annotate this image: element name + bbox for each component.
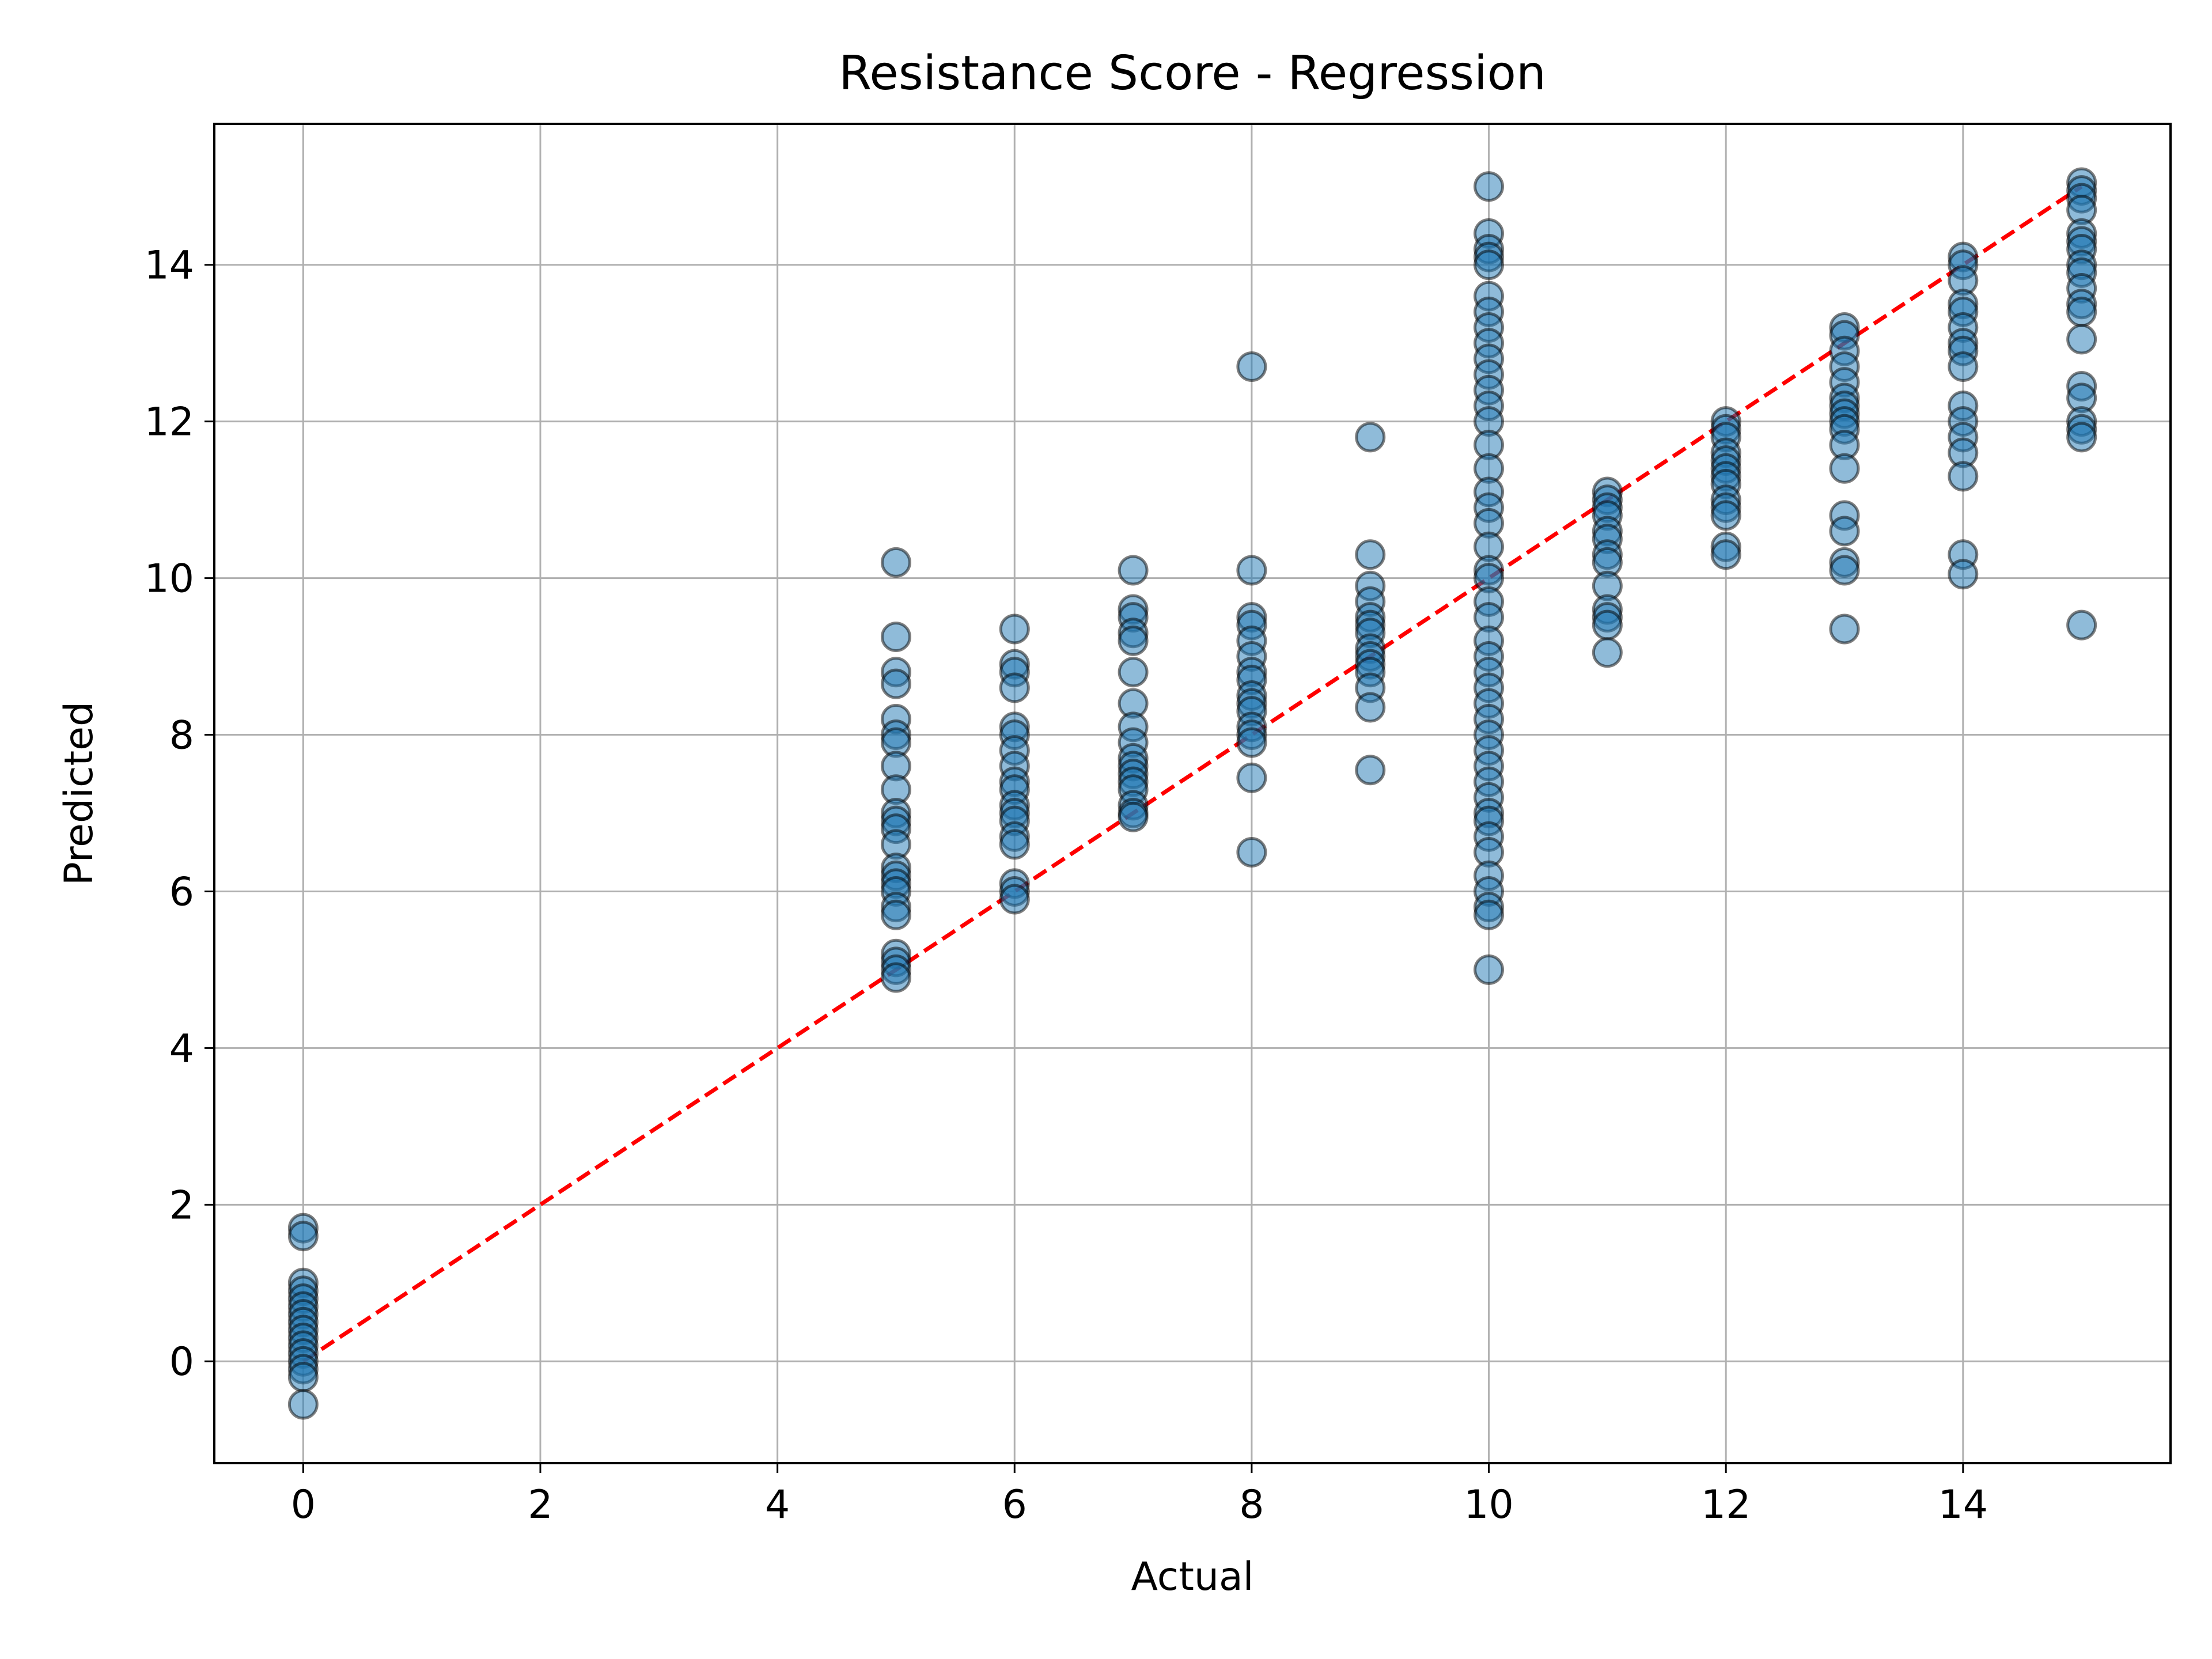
scatter-point (1948, 461, 1979, 492)
x-axis-label: Actual (1131, 1554, 1253, 1600)
y-tick-label: 4 (169, 1026, 194, 1071)
scatter-point (1355, 755, 1386, 786)
x-tick-label: 6 (1002, 1482, 1027, 1528)
scatter-point (1118, 625, 1149, 656)
y-tick-label: 12 (144, 400, 194, 445)
scatter-point (2066, 422, 2097, 453)
scatter-point (2066, 296, 2097, 327)
scatter-point (287, 1361, 319, 1392)
scatter-point (1355, 539, 1386, 570)
scatter-point (880, 547, 911, 578)
x-tick-label: 8 (1239, 1482, 1264, 1528)
scatter-point (880, 668, 911, 699)
x-tick-label: 4 (765, 1482, 790, 1528)
data-points (287, 167, 2097, 1420)
scatter-point (1474, 249, 1505, 281)
y-axis-ticks: 0 2 4 6 8 10 12 14 (144, 243, 214, 1385)
scatter-point (1118, 555, 1149, 586)
scatter-point (1236, 555, 1267, 586)
scatter-point (2066, 609, 2097, 641)
reference-line-layer (302, 184, 2083, 1363)
scatter-point (2066, 324, 2097, 355)
plot-area-frame (213, 123, 2172, 1464)
x-axis-ticks: 0 2 4 6 8 10 12 14 (291, 1463, 1988, 1528)
scatter-point (999, 613, 1030, 645)
scatter-point (1355, 692, 1386, 723)
scatter-point (1236, 351, 1267, 382)
x-tick-label: 2 (528, 1482, 552, 1528)
scatter-point (1118, 657, 1149, 688)
y-tick-label: 8 (169, 713, 194, 759)
scatter-point (1710, 500, 1741, 531)
scatter-point (1474, 954, 1505, 985)
scatter-point (1829, 516, 1860, 547)
x-tick-label: 0 (291, 1482, 316, 1528)
scatter-point (1474, 171, 1505, 202)
scatter-point (1592, 637, 1623, 668)
scatter-point (1829, 453, 1860, 484)
y-tick-label: 14 (144, 243, 194, 289)
scatter-point (1474, 899, 1505, 930)
scatter-point (1948, 351, 1979, 382)
y-tick-label: 10 (144, 556, 194, 602)
scatter-point (1118, 801, 1149, 832)
y-tick-label: 6 (169, 869, 194, 915)
reference-line (302, 184, 2083, 1363)
scatter-point (1236, 727, 1267, 758)
y-tick-label: 2 (169, 1183, 194, 1228)
scatter-point (999, 884, 1030, 915)
scatter-point (1236, 762, 1267, 793)
scatter-point (880, 622, 911, 653)
scatter-point (999, 829, 1030, 860)
scatter-point (287, 1221, 319, 1252)
scatter-point (1592, 609, 1623, 641)
scatter-point (1829, 613, 1860, 645)
chart-title: Resistance Score - Regression (839, 46, 1546, 101)
y-axis-label: Predicted (56, 702, 102, 885)
x-tick-label: 14 (1938, 1482, 1988, 1528)
scatter-point (1355, 422, 1386, 453)
scatter-point (1948, 559, 1979, 590)
scatter-point (287, 1389, 319, 1420)
scatter-point (1236, 836, 1267, 868)
scatter-point (880, 962, 911, 993)
scatter-point (999, 672, 1030, 703)
scatter-point (1710, 539, 1741, 570)
y-tick-label: 0 (169, 1339, 194, 1385)
x-tick-label: 12 (1701, 1482, 1751, 1528)
scatter-point (880, 899, 911, 930)
scatter-point (1829, 555, 1860, 586)
x-tick-label: 10 (1464, 1482, 1514, 1528)
grid-lines (214, 124, 2171, 1463)
